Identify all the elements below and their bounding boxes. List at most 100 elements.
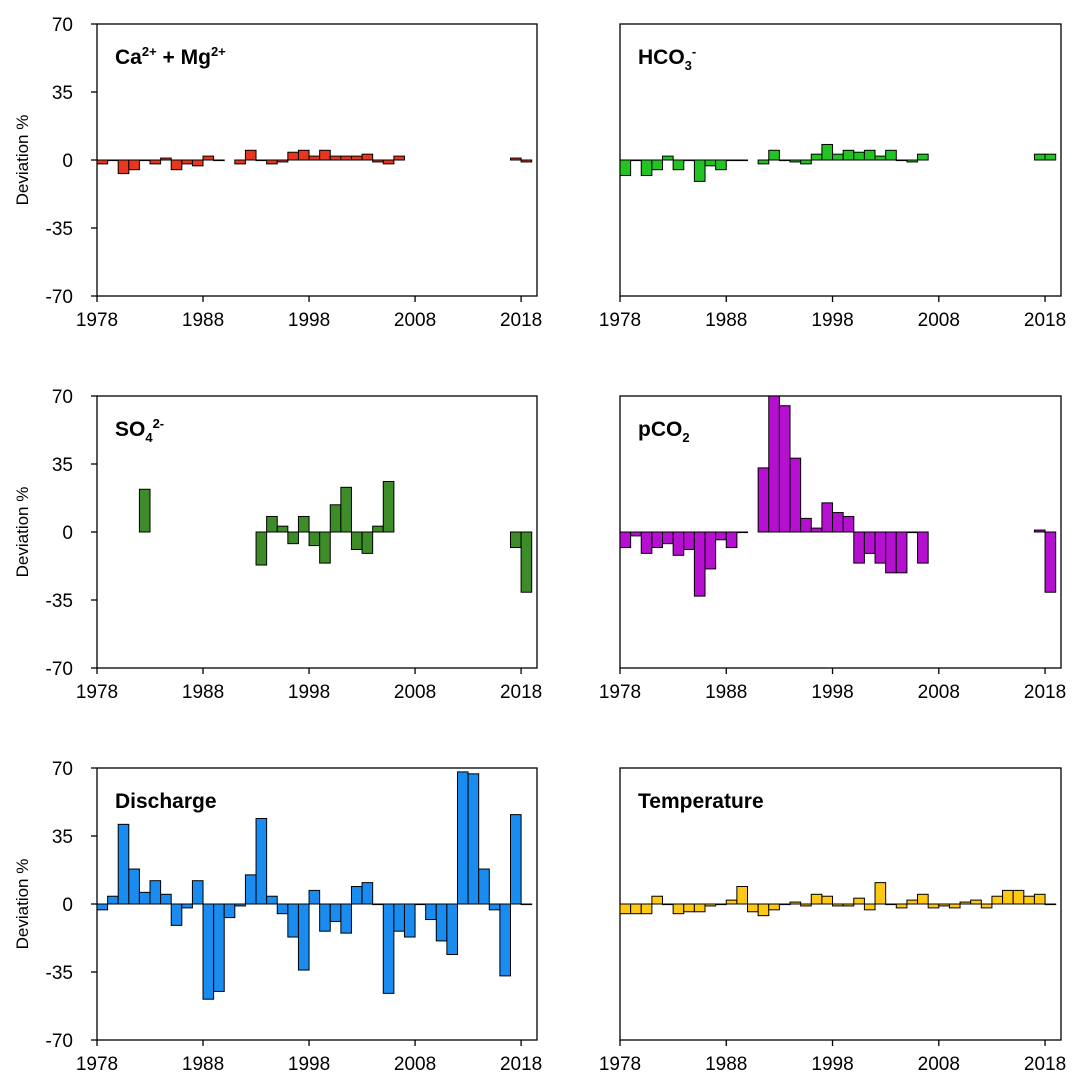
bar: [757, 159, 770, 165]
bar: [319, 903, 331, 932]
x-tick-label: 1998: [288, 1054, 330, 1075]
bar: [340, 155, 352, 161]
bar: [874, 155, 887, 161]
bar: [800, 517, 812, 533]
bar: [906, 531, 919, 534]
chart-panel-2: 1978 1988 1998 2008 2018 HCO3-: [599, 23, 1066, 331]
bar: [959, 901, 972, 905]
bar: [520, 159, 533, 163]
bar: [244, 874, 257, 905]
bar: [456, 771, 469, 905]
bar: [1012, 889, 1025, 905]
bar: [704, 903, 717, 907]
bar: [885, 903, 897, 906]
bar: [202, 155, 215, 161]
bar: [361, 153, 374, 161]
y-axis-label: Deviation %: [13, 487, 32, 578]
panel-title: Discharge: [115, 790, 217, 813]
x-tick-label: 1998: [288, 310, 330, 331]
bar: [768, 395, 780, 533]
bar: [266, 515, 278, 533]
x-tick-label: 1978: [76, 310, 118, 331]
bar: [213, 903, 225, 992]
bar: [287, 151, 299, 161]
x-tick-label: 1978: [76, 1054, 118, 1075]
chart-panel-1: 1978 1988 1998 2008 2018 70 35 0 -35 -70 Deviation…: [13, 15, 542, 331]
bar: [672, 159, 685, 171]
bar: [832, 153, 844, 161]
bar: [810, 153, 823, 161]
bar: [895, 903, 908, 909]
panel-title: Ca2+ + Mg2+: [115, 44, 226, 69]
bar: [768, 903, 780, 911]
bar: [1023, 895, 1035, 905]
bar: [329, 504, 342, 533]
bar: [276, 525, 289, 533]
bar: [350, 886, 363, 905]
x-tick-label: 1988: [705, 310, 747, 331]
x-tick-label: 1988: [705, 682, 747, 703]
bar: [276, 903, 289, 915]
bar: [149, 880, 162, 905]
bar: [693, 903, 706, 913]
bar: [160, 157, 172, 161]
bar: [1033, 153, 1046, 161]
bar: [778, 159, 791, 162]
bar: [821, 143, 834, 161]
y-tick-label: 70: [52, 387, 73, 408]
chart-panel-3: 1978 1988 1998 2008 2018 70 35 0 -35 -70 Deviation…: [13, 387, 542, 703]
bar: [704, 531, 717, 570]
bar: [1033, 529, 1046, 533]
bar: [393, 903, 405, 932]
bar: [107, 895, 119, 905]
y-tick-label: 35: [52, 827, 73, 848]
y-tick-label: -70: [46, 659, 73, 680]
panel-title: HCO3-: [638, 44, 696, 73]
bar: [170, 903, 183, 926]
bar: [768, 149, 780, 161]
bar: [128, 159, 140, 171]
bar: [630, 159, 642, 162]
bar: [138, 891, 151, 905]
bar: [853, 897, 865, 905]
bar: [509, 157, 522, 161]
x-tick-label: 1978: [599, 310, 641, 331]
bar: [725, 899, 738, 905]
bar: [715, 531, 727, 541]
bar: [683, 903, 695, 913]
bar: [863, 149, 876, 161]
bar: [863, 903, 876, 911]
bar: [329, 903, 342, 922]
bar: [191, 159, 204, 167]
bar: [287, 531, 299, 545]
bar: [630, 531, 642, 537]
bar: [266, 895, 278, 905]
bar: [842, 515, 855, 533]
x-tick-label: 2008: [394, 682, 436, 703]
bar: [683, 159, 695, 162]
bar: [715, 159, 727, 171]
bar: [832, 512, 844, 533]
bar: [651, 895, 664, 905]
bar: [662, 531, 674, 545]
bar: [117, 823, 130, 905]
bar: [361, 531, 374, 554]
x-tick-label: 2008: [918, 1054, 960, 1075]
bar: [191, 880, 204, 905]
bar: [96, 903, 109, 911]
bar: [308, 155, 321, 161]
bar: [138, 159, 151, 162]
bar: [414, 903, 427, 906]
y-tick-label: 35: [52, 83, 73, 104]
bar: [361, 882, 374, 905]
bar: [842, 903, 855, 907]
bar: [672, 903, 685, 915]
bar: [885, 531, 897, 574]
bar: [778, 903, 791, 906]
bar: [832, 903, 844, 907]
x-tick-label: 2008: [394, 310, 436, 331]
bar: [736, 531, 749, 534]
bar: [319, 149, 331, 161]
bar: [662, 903, 674, 906]
